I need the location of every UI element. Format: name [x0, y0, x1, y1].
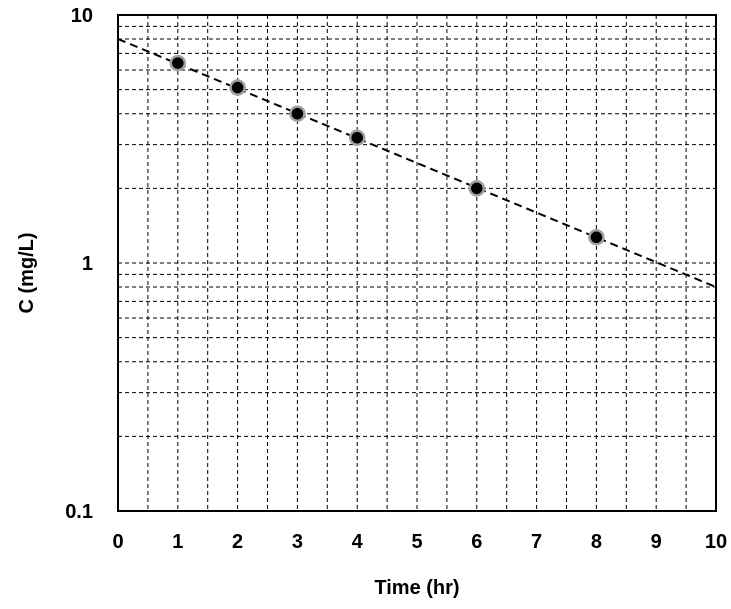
data-point	[468, 180, 486, 197]
y-axis-title: C (mg/L)	[16, 232, 38, 313]
x-tick-labels: 0 1 2 3 4 5 6 7 8 9 10	[112, 531, 727, 553]
x-axis-title: Time (hr)	[374, 577, 459, 599]
y-tick-label: 0.1	[65, 501, 93, 523]
x-tick-label: 4	[352, 531, 364, 553]
data-point	[289, 105, 306, 122]
data-point	[588, 229, 605, 246]
y-tick-labels: 0.1 1 10	[65, 5, 93, 523]
plot-frame	[117, 14, 717, 512]
y-tick-label: 10	[71, 5, 93, 27]
x-tick-label: 7	[531, 531, 542, 553]
x-tick-label: 5	[411, 531, 422, 553]
x-tick-label: 9	[651, 531, 662, 553]
grid	[118, 15, 716, 511]
x-tick-label: 1	[172, 531, 183, 553]
trend-line	[117, 38, 717, 288]
y-tick-label: 1	[82, 253, 93, 275]
x-tick-label: 6	[471, 531, 482, 553]
x-tick-label: 0	[112, 531, 123, 553]
x-tick-label: 2	[232, 531, 243, 553]
x-tick-label: 3	[292, 531, 303, 553]
data-points	[169, 54, 605, 246]
x-tick-label: 8	[591, 531, 602, 553]
data-point	[229, 79, 246, 96]
x-tick-label: 10	[705, 531, 727, 553]
trend-lines	[117, 38, 717, 288]
data-point	[348, 129, 366, 146]
data-point	[169, 54, 187, 72]
